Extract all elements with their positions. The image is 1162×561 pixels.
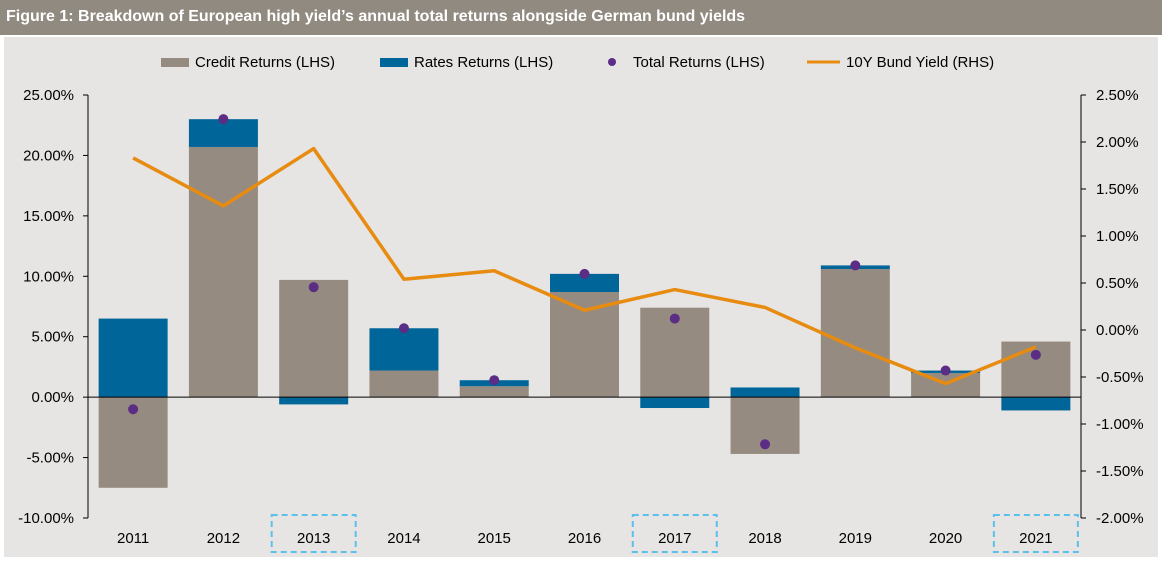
right-tick-label: -2.00% (1096, 510, 1144, 527)
total-return-marker (760, 439, 771, 450)
figure-title-bar: Figure 1: Breakdown of European high yie… (0, 0, 1162, 35)
right-tick-label: -0.50% (1096, 369, 1144, 386)
bar-rates-returns (369, 328, 439, 371)
left-tick-label: 25.00% (23, 87, 74, 104)
bar-credit-returns (459, 386, 529, 398)
bar-rates-returns (640, 397, 710, 409)
right-tick-label: 1.50% (1096, 181, 1139, 198)
bar-rates-returns (98, 318, 168, 398)
right-tick-label: 0.00% (1096, 322, 1139, 339)
total-return-marker (218, 114, 229, 125)
figure-title: Figure 1: Breakdown of European high yie… (6, 8, 746, 25)
right-tick-label: 0.50% (1096, 275, 1139, 292)
highlight-box (270, 514, 357, 553)
right-tick-label: 2.50% (1096, 87, 1139, 104)
bar-rates-returns (730, 387, 800, 398)
x-tick-label: 2014 (387, 530, 420, 547)
legend-label: 10Y Bund Yield (RHS) (846, 54, 994, 71)
total-return-marker (489, 375, 500, 386)
highlight-box (992, 514, 1079, 553)
x-tick-label: 2018 (748, 530, 781, 547)
x-tick-label: 2019 (839, 530, 872, 547)
x-tick-label: 2015 (478, 530, 511, 547)
left-tick-label: 10.00% (23, 268, 74, 285)
left-tick-label: 0.00% (31, 389, 74, 406)
bar-rates-returns (1001, 397, 1071, 411)
left-tick-label: 15.00% (23, 208, 74, 225)
left-tick-label: -5.00% (26, 450, 74, 467)
total-return-marker (850, 260, 861, 271)
left-tick-label: -10.00% (18, 510, 74, 527)
right-tick-label: 2.00% (1096, 134, 1139, 151)
legend-label: Credit Returns (LHS) (195, 54, 335, 71)
right-tick-label: 1.00% (1096, 228, 1139, 245)
total-return-marker (308, 282, 319, 293)
legend-label: Total Returns (LHS) (633, 54, 765, 71)
x-tick-label: 2016 (568, 530, 601, 547)
total-return-marker (128, 404, 139, 415)
right-tick-label: -1.00% (1096, 416, 1144, 433)
bar-credit-returns (188, 146, 258, 398)
bar-credit-returns (550, 291, 619, 398)
legend-swatch (380, 58, 408, 67)
highlight-box (631, 514, 718, 553)
total-return-marker (398, 323, 409, 334)
bar-credit-returns (369, 370, 439, 398)
legend-label: Rates Returns (LHS) (414, 54, 553, 71)
x-tick-label: 2017 (658, 530, 691, 547)
bar-credit-returns (820, 269, 890, 398)
total-return-marker (940, 365, 951, 376)
x-tick-label: 2013 (297, 530, 330, 547)
x-tick-label: 2012 (207, 530, 240, 547)
total-return-marker (669, 313, 680, 324)
bund-yield-line (132, 146, 1037, 386)
legend-swatch (161, 58, 189, 67)
bar-credit-returns (279, 279, 349, 398)
right-tick-label: -1.50% (1096, 463, 1144, 480)
x-tick-label: 2011 (117, 530, 149, 547)
legend-marker (608, 58, 616, 66)
bar-rates-returns (279, 397, 349, 405)
x-tick-label: 2021 (1019, 530, 1052, 547)
total-return-marker (1030, 349, 1041, 360)
x-tick-label: 2020 (929, 530, 962, 547)
left-tick-label: 5.00% (31, 329, 74, 346)
total-return-marker (579, 268, 590, 279)
left-tick-label: 20.00% (23, 147, 74, 164)
bar-rates-returns (550, 273, 619, 292)
